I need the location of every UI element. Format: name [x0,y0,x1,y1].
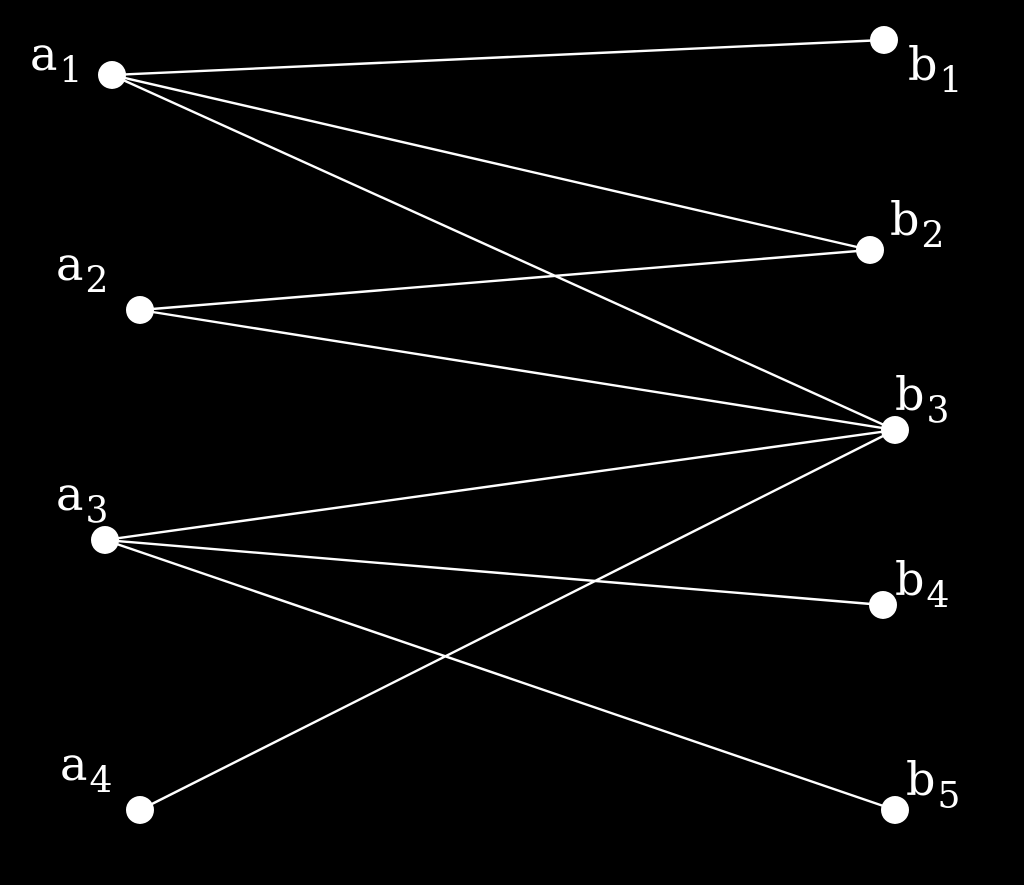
edge-a3-b3 [105,430,895,540]
label-b5-base: b [906,752,935,806]
label-b1: b1 [908,37,962,102]
label-b2-base: b [890,192,919,246]
label-b2-sub: 2 [921,216,944,257]
edge-a2-b3 [140,310,895,430]
nodes-layer [91,26,909,824]
label-b5: b5 [906,752,960,817]
label-a4: a4 [60,737,112,802]
edge-a2-b2 [140,250,870,310]
label-a4-base: a [60,737,87,791]
labels-layer: a1a2a3a4b1b2b3b4b5 [30,27,962,817]
label-b4-base: b [895,552,924,606]
label-b4-sub: 4 [926,576,949,617]
node-a4 [126,796,154,824]
label-a2: a2 [56,237,108,302]
bipartite-graph: a1a2a3a4b1b2b3b4b5 [0,0,1024,885]
label-b1-base: b [908,37,937,91]
label-a3: a3 [56,467,108,532]
label-a2-base: a [56,237,83,291]
edge-a1-b3 [112,75,895,430]
edge-a3-b5 [105,540,895,810]
label-b2: b2 [890,192,944,257]
label-a1-sub: 1 [59,51,82,92]
label-a2-sub: 2 [85,261,108,302]
label-a1: a1 [30,27,82,92]
node-a2 [126,296,154,324]
node-b2 [856,236,884,264]
edge-a3-b4 [105,540,883,605]
node-a1 [98,61,126,89]
node-b5 [881,796,909,824]
edge-a4-b3 [140,430,895,810]
node-b4 [869,591,897,619]
label-a3-base: a [56,467,83,521]
edge-a1-b1 [112,40,884,75]
label-a3-sub: 3 [85,491,108,532]
label-b4: b4 [895,552,949,617]
edges-layer [105,40,895,810]
label-a1-base: a [30,27,57,81]
label-a4-sub: 4 [89,761,112,802]
label-b5-sub: 5 [937,776,960,817]
label-b3-sub: 3 [926,391,949,432]
edge-a1-b2 [112,75,870,250]
label-b1-sub: 1 [939,61,962,102]
label-b3-base: b [895,367,924,421]
node-b1 [870,26,898,54]
